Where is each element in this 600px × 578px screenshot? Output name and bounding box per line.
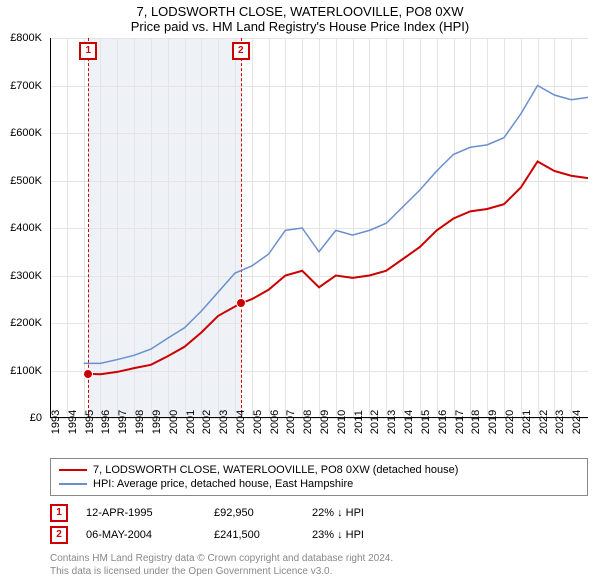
x-tick-label: 2005 xyxy=(252,410,264,434)
x-tick-label: 2018 xyxy=(470,410,482,434)
chart-title: 7, LODSWORTH CLOSE, WATERLOOVILLE, PO8 0… xyxy=(0,0,600,19)
y-tick-label: £300K xyxy=(10,270,42,282)
footer: Contains HM Land Registry data © Crown c… xyxy=(50,552,588,578)
chart-area: 12 £0£100K£200K£300K£400K£500K£600K£700K… xyxy=(50,38,588,418)
chart-subtitle: Price paid vs. HM Land Registry's House … xyxy=(0,19,600,38)
x-tick-label: 2012 xyxy=(369,410,381,434)
sale-marker-icon: 2 xyxy=(50,526,68,544)
x-tick-label: 2016 xyxy=(437,410,449,434)
sale-diff: 23% ↓ HPI xyxy=(312,529,412,541)
y-tick-label: £0 xyxy=(30,412,42,424)
x-tick-label: 1998 xyxy=(134,410,146,434)
y-tick-label: £700K xyxy=(10,80,42,92)
x-tick-label: 2002 xyxy=(201,410,213,434)
sale-marker-icon: 1 xyxy=(50,504,68,522)
y-tick-label: £200K xyxy=(10,317,42,329)
x-tick-label: 2019 xyxy=(487,410,499,434)
sales-table: 1 12-APR-1995 £92,950 22% ↓ HPI 2 06-MAY… xyxy=(50,502,588,546)
data-point-icon xyxy=(83,369,93,379)
legend: 7, LODSWORTH CLOSE, WATERLOOVILLE, PO8 0… xyxy=(50,458,588,496)
x-tick-label: 1994 xyxy=(67,410,79,434)
chart-container: 7, LODSWORTH CLOSE, WATERLOOVILLE, PO8 0… xyxy=(0,0,600,560)
x-tick-label: 2020 xyxy=(504,410,516,434)
y-tick-label: £800K xyxy=(10,32,42,44)
x-tick-label: 2024 xyxy=(571,410,583,434)
x-tick-label: 2010 xyxy=(336,410,348,434)
axis-border xyxy=(50,38,51,418)
x-tick-label: 2015 xyxy=(420,410,432,434)
footer-line: Contains HM Land Registry data © Crown c… xyxy=(50,552,588,565)
series-svg xyxy=(50,38,588,418)
series-line-hpi xyxy=(84,86,588,364)
x-tick-label: 1999 xyxy=(151,410,163,434)
y-axis: £0£100K£200K£300K£400K£500K£600K£700K£80… xyxy=(0,38,46,418)
x-tick-label: 2008 xyxy=(302,410,314,434)
series-line-property xyxy=(88,162,588,375)
footer-line: This data is licensed under the Open Gov… xyxy=(50,565,588,578)
legend-item: 7, LODSWORTH CLOSE, WATERLOOVILLE, PO8 0… xyxy=(59,463,579,477)
sale-date: 06-MAY-2004 xyxy=(86,529,196,541)
sale-diff: 22% ↓ HPI xyxy=(312,507,412,519)
x-tick-label: 2011 xyxy=(353,410,365,434)
x-tick-label: 2003 xyxy=(218,410,230,434)
x-tick-label: 2022 xyxy=(538,410,550,434)
x-tick-label: 2014 xyxy=(403,410,415,434)
data-point-icon xyxy=(236,298,246,308)
legend-item: HPI: Average price, detached house, East… xyxy=(59,477,579,491)
table-row: 2 06-MAY-2004 £241,500 23% ↓ HPI xyxy=(50,524,588,546)
x-tick-label: 2017 xyxy=(454,410,466,434)
x-tick-label: 2021 xyxy=(521,410,533,434)
x-tick-label: 2007 xyxy=(285,410,297,434)
x-axis: 1993199419951996199719981999200020012002… xyxy=(50,418,588,452)
x-tick-label: 1993 xyxy=(50,410,62,434)
legend-swatch-icon xyxy=(59,483,87,485)
y-tick-label: £100K xyxy=(10,365,42,377)
x-tick-label: 2000 xyxy=(168,410,180,434)
legend-label: 7, LODSWORTH CLOSE, WATERLOOVILLE, PO8 0… xyxy=(93,464,458,476)
x-tick-label: 1997 xyxy=(117,410,129,434)
sale-date: 12-APR-1995 xyxy=(86,507,196,519)
y-tick-label: £600K xyxy=(10,127,42,139)
x-tick-label: 1995 xyxy=(84,410,96,434)
table-row: 1 12-APR-1995 £92,950 22% ↓ HPI xyxy=(50,502,588,524)
x-tick-label: 2006 xyxy=(269,410,281,434)
legend-label: HPI: Average price, detached house, East… xyxy=(93,478,353,490)
x-tick-label: 2004 xyxy=(235,410,247,434)
x-tick-label: 2001 xyxy=(185,410,197,434)
sale-price: £92,950 xyxy=(214,507,294,519)
x-tick-label: 2009 xyxy=(319,410,331,434)
x-tick-label: 2013 xyxy=(386,410,398,434)
y-tick-label: £400K xyxy=(10,222,42,234)
sale-price: £241,500 xyxy=(214,529,294,541)
x-tick-label: 1996 xyxy=(100,410,112,434)
plot-region: 12 xyxy=(50,38,588,418)
legend-swatch-icon xyxy=(59,469,87,471)
y-tick-label: £500K xyxy=(10,175,42,187)
x-tick-label: 2023 xyxy=(554,410,566,434)
